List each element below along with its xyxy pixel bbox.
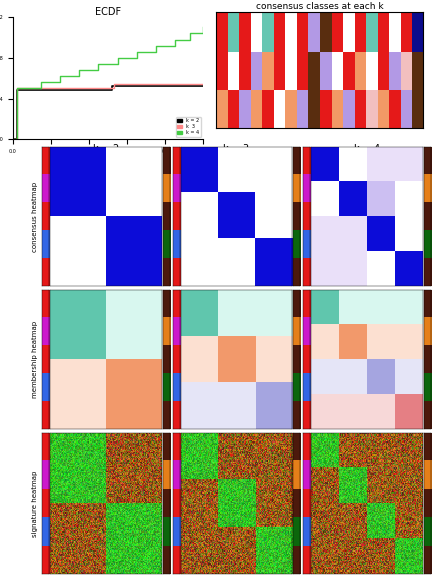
- Legend: k = 2, k  3, k = 4: k = 2, k 3, k = 4: [176, 117, 200, 137]
- X-axis label: consensus k value [x]: consensus k value [x]: [78, 160, 138, 165]
- Text: k = 2: k = 2: [93, 144, 119, 154]
- Text: consensus heatmap: consensus heatmap: [32, 181, 38, 252]
- Text: membership heatmap: membership heatmap: [32, 321, 38, 398]
- Text: signature heatmap: signature heatmap: [32, 471, 38, 537]
- Text: k = 4: k = 4: [354, 144, 380, 154]
- Title: consensus classes at each k: consensus classes at each k: [256, 2, 384, 11]
- Text: k = 3: k = 3: [223, 144, 250, 154]
- Title: ECDF: ECDF: [95, 6, 121, 17]
